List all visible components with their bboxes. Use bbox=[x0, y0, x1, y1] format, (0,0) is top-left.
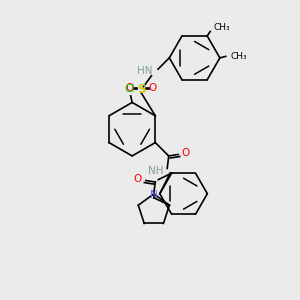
Text: CH₃: CH₃ bbox=[230, 52, 247, 61]
Text: O: O bbox=[126, 82, 134, 93]
Text: HN: HN bbox=[137, 66, 153, 76]
Text: S: S bbox=[137, 82, 145, 96]
Text: O: O bbox=[148, 82, 157, 93]
Text: CH₃: CH₃ bbox=[213, 22, 230, 32]
Text: Cl: Cl bbox=[124, 84, 134, 94]
Text: NH: NH bbox=[148, 167, 164, 176]
Text: O: O bbox=[133, 174, 141, 184]
Text: O: O bbox=[181, 148, 189, 158]
Text: N: N bbox=[150, 190, 158, 200]
